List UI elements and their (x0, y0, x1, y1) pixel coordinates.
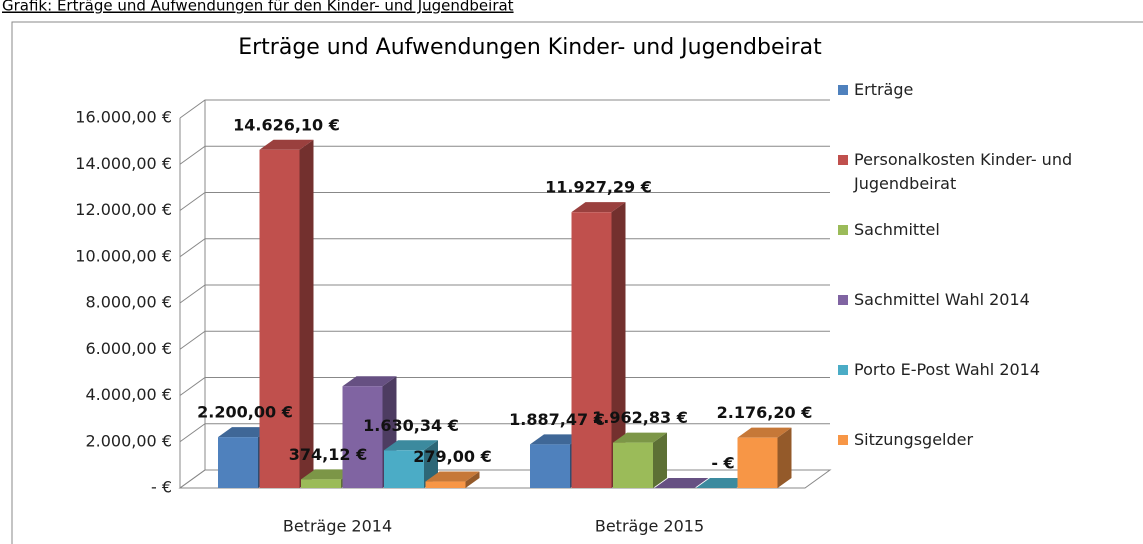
y-tick-label: 4.000,00 € (85, 385, 172, 404)
bar-side (653, 432, 667, 488)
y-tick-label: 16.000,00 € (75, 108, 172, 127)
bar-front (301, 479, 341, 488)
bar-side (465, 471, 480, 488)
bar-front (737, 437, 778, 488)
bar-top (301, 469, 355, 480)
y-tick-label: 12.000,00 € (75, 200, 172, 219)
data-label: 1.962,83 € (592, 408, 688, 427)
bar-top (259, 139, 314, 150)
data-label: 374,12 € (289, 445, 367, 464)
bar-top (425, 471, 480, 482)
bar (571, 202, 626, 489)
legend-label: Sitzungsgelder (854, 430, 974, 449)
bar-front (218, 437, 258, 488)
chart-title: Erträge und Aufwendungen Kinder- und Jug… (238, 35, 822, 60)
bar-front (425, 481, 466, 488)
bar-front (571, 212, 612, 489)
y-tick-label: 2.000,00 € (85, 431, 172, 450)
legend-item: Sitzungsgelder (838, 428, 1118, 452)
bar-front (259, 149, 300, 489)
legend-swatch (838, 365, 848, 375)
x-tick-label: Beträge 2014 (283, 517, 392, 536)
legend-swatch (838, 155, 848, 165)
grid-line (179, 99, 830, 119)
data-label: 14.626,10 € (233, 115, 340, 134)
legend-label: Personalkosten Kinder- und Jugendbeirat (854, 150, 1073, 193)
legend-swatch (838, 295, 848, 305)
bar (384, 440, 438, 488)
bar-top (342, 376, 397, 387)
bar-side (777, 427, 792, 488)
bar-top (530, 434, 584, 445)
bar (654, 478, 709, 488)
x-tick-label: Beträge 2015 (595, 517, 704, 536)
legend-label: Sachmittel (854, 220, 940, 239)
y-tick-label: 6.000,00 € (85, 339, 172, 358)
grid-line (179, 145, 830, 165)
bar-top (218, 427, 272, 438)
caption: Grafik: Erträge und Aufwendungen für den… (2, 0, 514, 15)
data-label: 1.630,34 € (363, 416, 459, 435)
data-label: 1.887,47 € (509, 410, 605, 429)
legend-item: Porto E-Post Wahl 2014 (838, 358, 1118, 382)
bar-top (696, 478, 750, 488)
legend-item: Personalkosten Kinder- und Jugendbeirat (838, 148, 1118, 196)
legend-swatch (838, 225, 848, 235)
legend-item: Sachmittel (838, 218, 1118, 242)
data-label: 279,00 € (413, 447, 491, 466)
legend-label: Sachmittel Wahl 2014 (854, 290, 1030, 309)
bar (737, 427, 792, 488)
bar-side (299, 139, 314, 489)
legend-item: Sachmittel Wahl 2014 (838, 288, 1118, 312)
bar (696, 478, 750, 488)
y-tick-label: 14.000,00 € (75, 154, 172, 173)
legend-swatch (838, 435, 848, 445)
bar (259, 139, 314, 489)
legend-label: Erträge (854, 80, 914, 99)
bar (425, 471, 480, 488)
y-tick-label: - € (151, 478, 172, 497)
bar-side (611, 202, 626, 489)
data-label: - € (711, 454, 734, 473)
grid-line (179, 192, 830, 211)
bar-front (613, 442, 653, 488)
data-label: 2.176,20 € (717, 403, 813, 422)
bar-front (342, 386, 383, 488)
bar (342, 376, 397, 488)
data-label: 2.200,00 € (197, 403, 293, 422)
bar-top (737, 427, 792, 438)
y-tick-label: 8.000,00 € (85, 293, 172, 312)
legend-item: Erträge (838, 78, 1118, 102)
bar-top (571, 202, 626, 213)
legend-swatch (838, 85, 848, 95)
bar-front (530, 444, 570, 488)
bar-top (384, 440, 438, 451)
bar-front (384, 450, 424, 488)
bar (613, 432, 667, 488)
bar-top (613, 432, 667, 443)
legend-label: Porto E-Post Wahl 2014 (854, 360, 1041, 379)
bar-top (654, 478, 709, 488)
y-tick-label: 10.000,00 € (75, 246, 172, 265)
data-label: 11.927,29 € (545, 178, 652, 197)
